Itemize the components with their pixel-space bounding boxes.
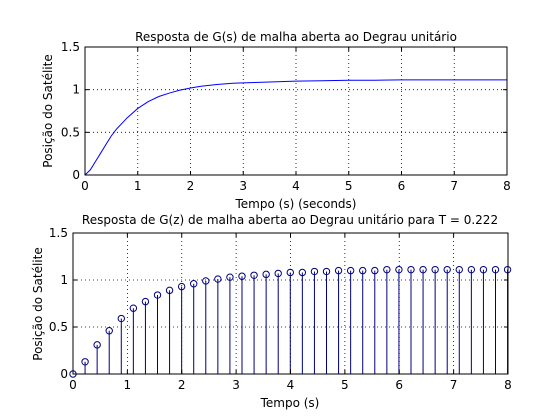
bottom-ytick-label: 1.5: [49, 226, 68, 240]
bottom-xtick-label: 0: [69, 378, 77, 392]
bottom-stem-marker: [105, 327, 113, 335]
bottom-stem-marker: [431, 265, 439, 274]
top-ytick-label: 0.5: [61, 125, 80, 139]
bottom-xtick-label: 3: [232, 378, 240, 392]
top-xtick-label: 6: [398, 179, 406, 193]
bottom-xtick-label: 1: [124, 378, 132, 392]
bottom-stem-marker: [117, 314, 125, 323]
bottom-stem-marker: [190, 280, 198, 288]
bottom-stem-marker: [81, 358, 89, 366]
bottom-xtick-label: 2: [178, 378, 186, 392]
bottom-stem-marker: [310, 267, 319, 276]
bottom-ytick-label: 0: [60, 367, 68, 381]
top-xtick-label: 1: [134, 179, 142, 193]
bottom-stem-marker: [226, 273, 234, 281]
bottom-stem-marker: [238, 272, 246, 280]
bottom-stem-marker: [346, 266, 355, 275]
top-plot-xlabel: Tempo (s) (seconds): [235, 197, 357, 211]
bottom-stem-marker: [455, 265, 463, 274]
top-series-line: [84, 79, 507, 176]
top-xtick-label: 4: [292, 179, 300, 193]
top-xtick-label: 3: [239, 179, 247, 193]
bottom-stem-marker: [214, 275, 222, 283]
bottom-stem-marker: [491, 265, 500, 274]
top-xtick-label: 5: [345, 179, 353, 193]
bottom-stem-marker: [274, 269, 282, 278]
top-xtick-label: 7: [450, 179, 458, 193]
top-xtick-label: 0: [81, 179, 89, 193]
bottom-stem-marker: [467, 265, 476, 274]
bottom-stem-marker: [286, 268, 294, 277]
bottom-stem-marker: [419, 265, 427, 274]
top-plot-title: Resposta de G(s) de malha aberta ao Degr…: [135, 30, 457, 44]
bottom-stem-marker: [153, 291, 162, 299]
bottom-stem-marker: [141, 297, 150, 306]
top-ytick-label: 1.5: [61, 40, 80, 54]
bottom-stem-marker: [177, 282, 186, 291]
top-plot-ylabel: Posição do Satélite: [41, 54, 55, 167]
bottom-stem-marker: [322, 267, 331, 276]
bottom-plot-title: Resposta de G(z) de malha aberta ao Degr…: [82, 213, 498, 227]
top-xtick-label: 2: [187, 179, 195, 193]
bottom-stem-marker: [334, 266, 343, 275]
bottom-xtick-label: 7: [450, 378, 458, 392]
bottom-plot-xlabel: Tempo (s): [260, 396, 320, 410]
bottom-stem-marker: [298, 268, 307, 277]
bottom-stem-marker: [443, 265, 451, 274]
bottom-xtick-label: 4: [287, 378, 295, 392]
bottom-plot-ylabel: Posição do Satélite: [31, 247, 45, 360]
bottom-stem-marker: [371, 266, 379, 275]
bottom-ytick-label: 1: [60, 273, 68, 287]
top-ytick-label: 1: [72, 83, 80, 97]
bottom-ytick-label: 0.5: [49, 320, 68, 334]
bottom-stem-marker: [250, 271, 258, 279]
bottom-xtick-label: 5: [341, 378, 349, 392]
bottom-xtick-label: 8: [504, 378, 512, 392]
top-plot: Resposta de G(s) de malha aberta ao Degr…: [41, 30, 511, 211]
bottom-stem-marker: [479, 265, 488, 274]
bottom-stem-marker: [395, 265, 403, 274]
bottom-stem-marker: [165, 286, 174, 295]
bottom-stem-marker: [407, 265, 415, 274]
bottom-stem-marker: [262, 270, 270, 279]
top-xtick-label: 8: [503, 179, 511, 193]
bottom-stem-marker: [93, 341, 101, 349]
bottom-stem-marker: [202, 277, 210, 285]
bottom-stem-marker: [359, 266, 367, 275]
top-ytick-label: 0: [72, 168, 80, 182]
bottom-stem-marker: [383, 265, 391, 274]
bottom-xtick-label: 6: [395, 378, 403, 392]
bottom-stem-marker: [129, 304, 138, 312]
bottom-plot: Resposta de G(z) de malha aberta ao Degr…: [31, 213, 512, 410]
